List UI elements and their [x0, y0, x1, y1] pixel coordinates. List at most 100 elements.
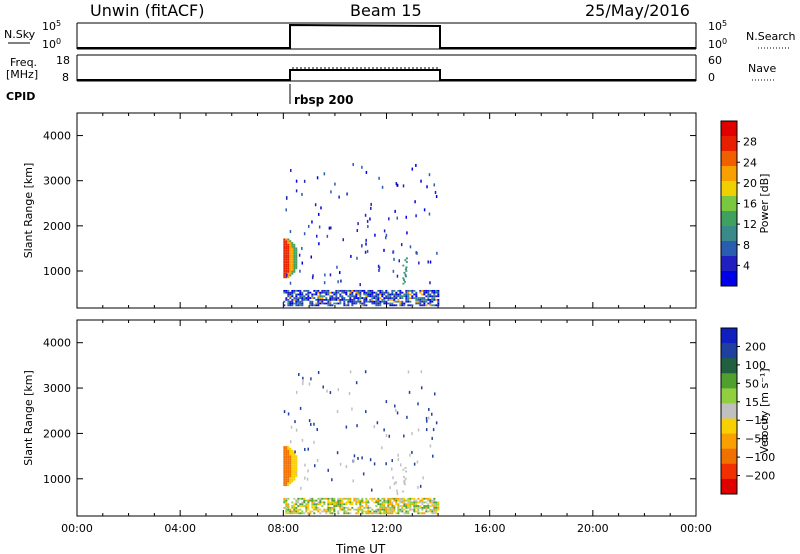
data-cell — [413, 508, 416, 511]
data-cell — [375, 298, 378, 301]
data-cell — [349, 295, 352, 298]
x-tick-label: 12:00 — [371, 522, 403, 535]
data-cell — [387, 302, 390, 305]
data-cell — [391, 467, 393, 471]
data-cell — [297, 297, 300, 299]
data-cell — [423, 302, 426, 305]
data-cell — [377, 304, 380, 307]
data-cell — [401, 295, 404, 298]
data-cell — [433, 291, 436, 294]
data-cell — [289, 458, 292, 461]
data-cell — [413, 293, 416, 296]
data-cell — [355, 503, 358, 506]
data-cell — [381, 291, 384, 294]
data-cell — [349, 300, 352, 303]
date-title: 25/May/2016 — [585, 1, 690, 20]
data-cell — [405, 506, 408, 509]
data-cell — [366, 249, 369, 253]
data-cell — [331, 508, 334, 511]
data-cell — [433, 183, 436, 187]
data-cell — [432, 454, 434, 458]
data-cell — [307, 291, 310, 294]
data-cell — [289, 242, 292, 244]
data-cell — [405, 293, 408, 296]
data-cell — [369, 298, 372, 301]
nsky-tick-top: 105 — [42, 19, 61, 33]
data-cell — [287, 274, 290, 277]
data-cell — [311, 497, 314, 500]
data-cell — [431, 291, 434, 294]
data-cell — [421, 499, 424, 502]
data-cell — [348, 392, 351, 396]
data-cell — [363, 291, 366, 294]
data-cell — [349, 503, 352, 506]
data-cell — [283, 451, 286, 454]
x-tick-label: 16:00 — [474, 522, 506, 535]
data-cell — [299, 503, 302, 506]
data-cell — [295, 464, 298, 467]
data-cell — [433, 497, 436, 500]
data-cell — [381, 446, 383, 450]
data-cell — [295, 260, 298, 262]
data-cell — [436, 251, 438, 255]
data-cell — [356, 256, 358, 260]
data-cell — [319, 501, 322, 504]
data-cell — [356, 229, 359, 233]
data-cell — [395, 512, 398, 515]
data-cell — [287, 471, 290, 474]
data-cell — [381, 512, 384, 515]
data-cell — [355, 302, 358, 305]
data-cell — [287, 272, 290, 275]
data-cell — [327, 293, 330, 296]
data-cell — [333, 497, 336, 500]
data-cell — [337, 388, 340, 392]
data-cell — [377, 501, 380, 504]
data-cell — [291, 501, 294, 504]
data-cell — [309, 499, 312, 502]
data-cell — [311, 501, 314, 504]
data-cell — [289, 281, 292, 285]
data-cell — [325, 293, 328, 296]
data-cell — [404, 259, 407, 262]
data-cell — [307, 298, 310, 301]
data-cell — [377, 508, 380, 511]
data-cell — [393, 497, 396, 500]
data-cell — [407, 510, 410, 513]
data-cell — [309, 297, 312, 299]
data-cell — [287, 238, 290, 241]
data-cell — [421, 501, 424, 504]
data-cell — [302, 376, 304, 380]
data-cell — [381, 293, 384, 296]
data-cell — [295, 508, 298, 511]
data-cell — [437, 501, 440, 504]
data-cell — [355, 512, 358, 515]
colorbar-swatch — [721, 211, 737, 227]
data-cell — [341, 297, 344, 299]
data-cell — [359, 295, 362, 298]
data-cell — [419, 300, 422, 303]
data-cell — [285, 447, 288, 450]
data-cell — [381, 289, 384, 292]
data-cell — [407, 512, 410, 515]
data-cell — [417, 300, 420, 303]
data-cell — [283, 242, 286, 244]
data-cell — [283, 475, 286, 477]
data-cell — [349, 291, 352, 294]
nsearch-tick-top: 105 — [708, 19, 727, 33]
data-cell — [403, 295, 406, 298]
data-cell — [433, 297, 436, 299]
data-cell — [289, 478, 292, 481]
data-cell — [415, 499, 418, 502]
data-cell — [383, 499, 386, 502]
data-cell — [355, 295, 358, 298]
data-cell — [321, 298, 324, 301]
data-cell — [285, 497, 288, 500]
data-cell — [294, 450, 296, 454]
data-cell — [364, 370, 367, 374]
data-cell — [301, 512, 304, 515]
data-cell — [379, 293, 382, 296]
data-cell — [396, 216, 399, 220]
data-cell — [397, 503, 400, 506]
data-cell — [417, 298, 420, 301]
data-cell — [285, 460, 288, 463]
